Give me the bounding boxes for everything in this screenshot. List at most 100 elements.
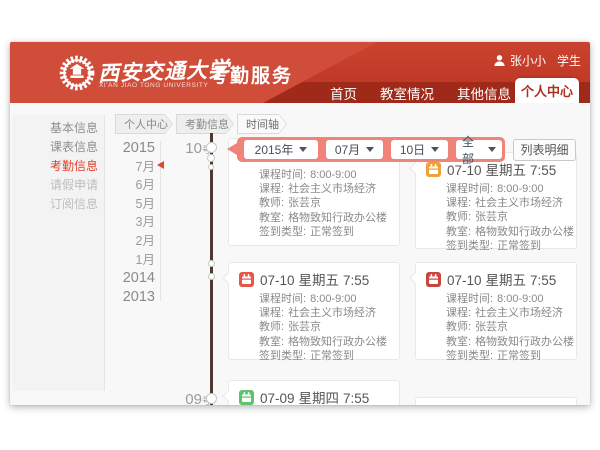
attendance-card-partial[interactable] xyxy=(415,397,577,405)
filter-bubble-tail xyxy=(227,143,237,155)
field-value: 8:00-9:00 xyxy=(310,293,357,305)
attendance-card[interactable]: 07-09 星期四 7:55 xyxy=(222,380,400,405)
chevron-down-icon xyxy=(299,147,308,152)
nav-item-classrooms[interactable]: 教室情况 xyxy=(380,86,434,102)
attendance-card[interactable]: 07-10 星期五 7:55 课程时间: 8:00-9:00 课程: 社会主义市场经济 … xyxy=(409,262,577,363)
breadcrumb-item-attendance-info[interactable]: 考勤信息 xyxy=(176,114,234,134)
card-fields: 课程时间: 8:00-9:00 课程: 社会主义市场经济 教师: 张芸京 教室: 格物致… xyxy=(426,292,574,363)
signin-calendar-icon xyxy=(239,271,254,287)
field-label: 教师: xyxy=(446,211,472,224)
timeline-scale: 2015 7月 6月 5月 3月 2月 1月 2014 2013 xyxy=(110,139,155,306)
day-dropdown-value: 10日 xyxy=(399,143,426,157)
timeline-node-small xyxy=(208,164,214,170)
field-value: 格物致知行政办公楼 xyxy=(475,335,575,348)
card-date: 07-10 xyxy=(447,273,482,288)
card-header: 07-10 星期五 7:55 xyxy=(426,159,566,179)
card-weekday: 星期四 xyxy=(298,391,340,405)
month-dropdown[interactable]: 07月 xyxy=(326,140,383,159)
card-fields: 课程时间: 8:00-9:00 课程: 社会主义市场经济 教师: 张芸京 教室: 格物致… xyxy=(239,292,389,363)
type-dropdown[interactable]: 全部 xyxy=(456,135,502,166)
nav-item-other-info[interactable]: 其他信息 xyxy=(457,86,511,102)
person-icon xyxy=(494,55,505,66)
card-title: 07-10 星期五 7:55 xyxy=(447,269,560,289)
card-fields: 课程时间: 8:00-9:00 课程: 社会主义市场经济 教师: 张芸京 教室: 格物致… xyxy=(426,182,574,253)
field-label: 课程: xyxy=(259,307,285,320)
card-header: 07-10 星期五 7:55 xyxy=(239,269,389,289)
field-value: 格物致知行政办公楼 xyxy=(288,335,388,348)
user-info[interactable]: 张小小 学生 xyxy=(493,52,581,69)
day-number: 10 xyxy=(185,140,202,157)
scale-year-2013[interactable]: 2013 xyxy=(122,288,155,305)
card-title: 07-10 星期五 7:55 xyxy=(447,159,560,179)
month-dropdown-value: 07月 xyxy=(334,143,361,157)
timeline-node-large xyxy=(205,392,217,404)
nav-item-personal-center[interactable]: 个人中心 xyxy=(515,78,579,103)
sidebar-item-basic-info[interactable]: 基本信息 xyxy=(49,121,98,135)
scale-month-may[interactable]: 5月 xyxy=(135,196,155,211)
field-label: 签到类型: xyxy=(259,225,307,238)
list-detail-button[interactable]: 列表明细 xyxy=(513,139,576,161)
card-date: 07-10 xyxy=(260,273,295,288)
user-role: 学生 xyxy=(556,54,581,68)
scale-month-jan[interactable]: 1月 xyxy=(135,252,155,267)
nav-item-home[interactable]: 首页 xyxy=(330,86,357,102)
breadcrumb-item-personal-center[interactable]: 个人中心 xyxy=(115,114,173,134)
breadcrumb-label: 个人中心 xyxy=(116,115,172,133)
year-dropdown[interactable]: 2015年 xyxy=(244,140,318,159)
field-label: 课程时间: xyxy=(259,169,307,181)
card-tail xyxy=(409,162,421,174)
field-label: 签到类型: xyxy=(259,349,307,362)
sidebar-item-leave-request[interactable]: 请假申请 xyxy=(49,178,98,192)
field-value: 社会主义市场经济 xyxy=(288,307,377,320)
day-dropdown[interactable]: 10日 xyxy=(391,140,448,159)
scale-month-mar[interactable]: 3月 xyxy=(135,215,155,230)
field-label: 课程时间: xyxy=(446,293,494,305)
breadcrumb-label: 时间轴 xyxy=(238,115,286,133)
card-time: 7:55 xyxy=(343,391,370,405)
card-title: 07-09 星期四 7:55 xyxy=(260,387,373,405)
field-label: 教室: xyxy=(446,335,472,348)
scale-month-jul[interactable]: 7月 xyxy=(135,159,155,174)
card-time: 7:55 xyxy=(343,273,370,288)
sidebar-item-subscription-info[interactable]: 订阅信息 xyxy=(49,197,98,211)
field-value: 社会主义市场经济 xyxy=(288,183,377,196)
signin-calendar-icon xyxy=(426,271,441,287)
field-value: 8:00-9:00 xyxy=(497,293,544,305)
attendance-card[interactable]: 07-10 星期五 7:55 课程时间: 8:00-9:00 课程: 社会主义市场经济 … xyxy=(222,262,400,363)
card-fields: 课程时间: 8:00-9:00 课程: 社会主义市场经济 教师: 张芸京 教室: 格物致… xyxy=(239,168,389,239)
field-label: 课程时间: xyxy=(259,293,307,305)
breadcrumb-label: 考勤信息 xyxy=(177,115,233,133)
breadcrumb-item-timeline[interactable]: 时间轴 xyxy=(237,114,287,134)
scale-month-feb[interactable]: 2月 xyxy=(135,233,155,248)
card-time: 7:55 xyxy=(530,163,557,178)
university-logo-icon xyxy=(59,55,95,91)
field-value: 张芸京 xyxy=(288,197,322,210)
sidebar-item-schedule-info[interactable]: 课表信息 xyxy=(49,140,98,154)
day-number: 09 xyxy=(185,391,202,405)
type-dropdown-value: 全部 xyxy=(462,134,475,166)
field-label: 教师: xyxy=(446,321,472,334)
year-dropdown-value: 2015年 xyxy=(254,143,294,157)
field-value: 正常签到 xyxy=(497,239,542,252)
chevron-down-icon xyxy=(366,147,375,152)
field-label: 教室: xyxy=(446,225,472,238)
field-label: 课程: xyxy=(446,307,472,320)
field-label: 教室: xyxy=(259,211,285,224)
scale-year-2015[interactable]: 2015 xyxy=(122,140,155,156)
attendance-card[interactable]: 07-10 星期五 7:55 课程时间: 8:00-9:00 课程: 社会主义市场经济 … xyxy=(409,152,577,252)
scale-month-jun[interactable]: 6月 xyxy=(135,178,155,193)
card-tail xyxy=(409,272,421,284)
field-value: 正常签到 xyxy=(497,349,542,362)
field-value: 社会主义市场经济 xyxy=(475,197,564,210)
timeline-node-small xyxy=(207,154,215,162)
card-weekday: 星期五 xyxy=(485,163,527,178)
sidebar-item-attendance-info[interactable]: 考勤信息 xyxy=(49,159,98,173)
scale-divider xyxy=(160,141,161,301)
chevron-down-icon xyxy=(431,147,440,152)
scale-year-2014[interactable]: 2014 xyxy=(122,270,155,287)
content-area: 基本信息 课表信息 考勤信息 请假申请 订阅信息 个人中心 考勤信息 时间轴 2… xyxy=(10,103,590,405)
card-time: 7:55 xyxy=(530,273,557,288)
field-label: 课程: xyxy=(446,197,472,210)
card-date: 07-10 xyxy=(447,163,482,178)
card-title: 07-10 星期五 7:55 xyxy=(260,269,373,289)
